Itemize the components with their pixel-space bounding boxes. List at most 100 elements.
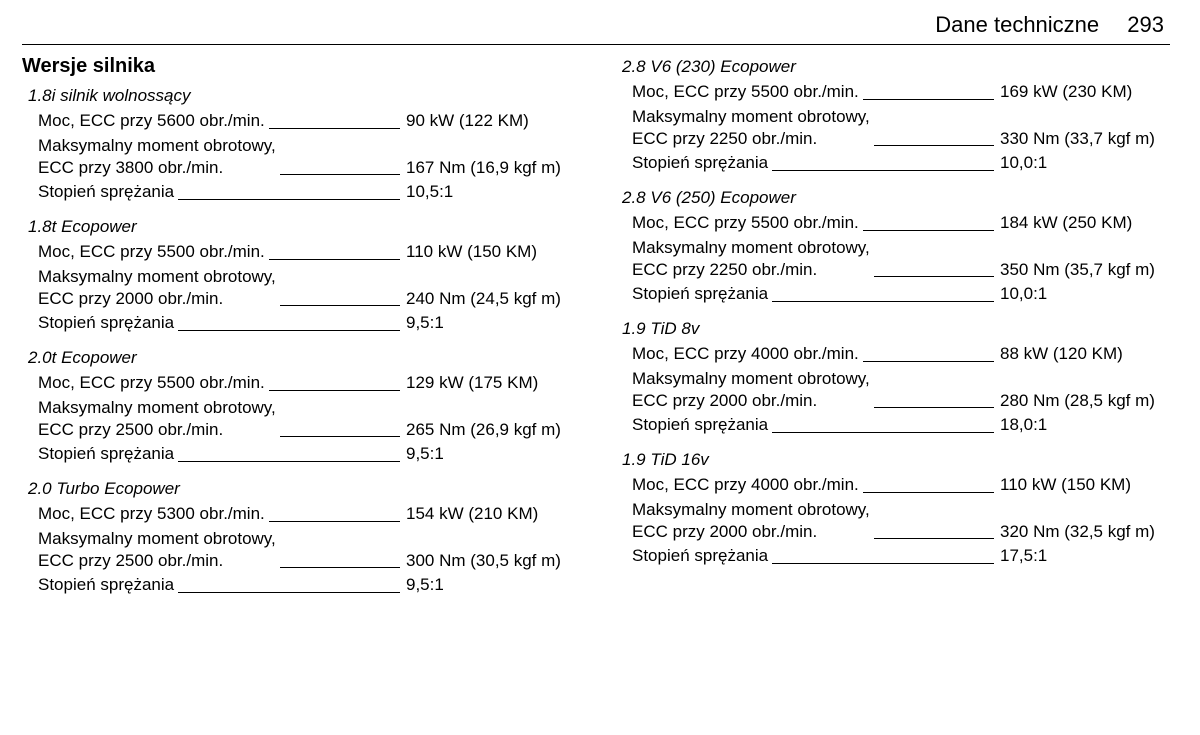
page: Dane techniczne 293 Wersje silnika 1.8i … (0, 0, 1200, 735)
fill-line (280, 567, 400, 568)
spec-label: Moc, ECC przy 5500 obr./min. (632, 81, 859, 103)
spec-row: Maksymalny moment obrotowy, ECC przy 200… (38, 266, 576, 310)
spec-row: Stopień sprężania 17,5:1 (632, 545, 1170, 567)
engine-title: 2.8 V6 (230) Ecopower (622, 57, 1170, 77)
spec-row: Stopień sprężania 9,5:1 (38, 443, 576, 465)
spec-label-line2: ECC przy 2000 obr./min. (632, 522, 817, 541)
spec-row: Maksymalny moment obrotowy, ECC przy 225… (632, 106, 1170, 150)
spec-label: Stopień sprężania (38, 443, 174, 465)
spec-label: Moc, ECC przy 5600 obr./min. (38, 110, 265, 132)
spec-label: Stopień sprężania (38, 574, 174, 596)
fill-line (863, 230, 994, 231)
spec-label-line1: Maksymalny moment obrotowy, (632, 238, 870, 257)
spec-label: Moc, ECC przy 5500 obr./min. (632, 212, 859, 234)
spec-row: Moc, ECC przy 5600 obr./min. 90 kW (122 … (38, 110, 576, 132)
spec-value: 90 kW (122 KM) (406, 110, 576, 132)
spec-row: Moc, ECC przy 5500 obr./min. 129 kW (175… (38, 372, 576, 394)
spec-label: Stopień sprężania (38, 181, 174, 203)
spec-value: 169 kW (230 KM) (1000, 81, 1170, 103)
spec-row: Stopień sprężania 18,0:1 (632, 414, 1170, 436)
header-title: Dane techniczne (935, 12, 1099, 37)
spec-value: 154 kW (210 KM) (406, 503, 576, 525)
engine-title: 1.8i silnik wolnossący (28, 86, 576, 106)
fill-line (863, 492, 994, 493)
spec-value: 330 Nm (33,7 kgf m) (1000, 128, 1170, 150)
spec-label: Moc, ECC przy 5300 obr./min. (38, 503, 265, 525)
engine-block: 2.0 Turbo Ecopower Moc, ECC przy 5300 ob… (22, 479, 576, 596)
section-heading: Wersje silnika (22, 55, 576, 78)
spec-label: Maksymalny moment obrotowy, ECC przy 225… (632, 106, 870, 150)
fill-line (178, 199, 400, 200)
spec-row: Stopień sprężania 9,5:1 (38, 312, 576, 334)
spec-value: 17,5:1 (1000, 545, 1170, 567)
spec-label: Stopień sprężania (632, 414, 768, 436)
spec-value: 110 kW (150 KM) (406, 241, 576, 263)
spec-row: Maksymalny moment obrotowy, ECC przy 380… (38, 135, 576, 179)
content-columns: Wersje silnika 1.8i silnik wolnossący Mo… (22, 53, 1170, 610)
fill-line (772, 432, 994, 433)
spec-row: Maksymalny moment obrotowy, ECC przy 250… (38, 528, 576, 572)
spec-label: Stopień sprężania (632, 545, 768, 567)
spec-label-line1: Maksymalny moment obrotowy, (632, 500, 870, 519)
spec-label-line2: ECC przy 3800 obr./min. (38, 158, 223, 177)
spec-label: Moc, ECC przy 4000 obr./min. (632, 474, 859, 496)
fill-line (178, 330, 400, 331)
spec-label: Stopień sprężania (632, 283, 768, 305)
spec-label: Maksymalny moment obrotowy, ECC przy 250… (38, 397, 276, 441)
fill-line (269, 390, 400, 391)
fill-line (269, 259, 400, 260)
engine-block: 2.0t Ecopower Moc, ECC przy 5500 obr./mi… (22, 348, 576, 465)
spec-row: Stopień sprężania 10,0:1 (632, 283, 1170, 305)
spec-value: 9,5:1 (406, 443, 576, 465)
engine-block: 2.8 V6 (230) Ecopower Moc, ECC przy 5500… (616, 57, 1170, 174)
spec-value: 9,5:1 (406, 312, 576, 334)
spec-value: 320 Nm (32,5 kgf m) (1000, 521, 1170, 543)
spec-label-line2: ECC przy 2500 obr./min. (38, 551, 223, 570)
spec-value: 280 Nm (28,5 kgf m) (1000, 390, 1170, 412)
engine-title: 1.9 TiD 16v (622, 450, 1170, 470)
right-column: 2.8 V6 (230) Ecopower Moc, ECC przy 5500… (616, 53, 1170, 610)
spec-value: 265 Nm (26,9 kgf m) (406, 419, 576, 441)
spec-label-line2: ECC przy 2250 obr./min. (632, 129, 817, 148)
spec-row: Moc, ECC przy 5300 obr./min. 154 kW (210… (38, 503, 576, 525)
spec-row: Moc, ECC przy 5500 obr./min. 110 kW (150… (38, 241, 576, 263)
spec-row: Moc, ECC przy 5500 obr./min. 184 kW (250… (632, 212, 1170, 234)
spec-label-line1: Maksymalny moment obrotowy, (38, 398, 276, 417)
spec-label-line1: Maksymalny moment obrotowy, (632, 107, 870, 126)
spec-row: Moc, ECC przy 5500 obr./min. 169 kW (230… (632, 81, 1170, 103)
engine-title: 2.0t Ecopower (28, 348, 576, 368)
spec-label: Maksymalny moment obrotowy, ECC przy 225… (632, 237, 870, 281)
spec-value: 300 Nm (30,5 kgf m) (406, 550, 576, 572)
spec-row: Maksymalny moment obrotowy, ECC przy 250… (38, 397, 576, 441)
fill-line (178, 461, 400, 462)
spec-value: 10,0:1 (1000, 152, 1170, 174)
spec-label-line1: Maksymalny moment obrotowy, (38, 529, 276, 548)
spec-value: 88 kW (120 KM) (1000, 343, 1170, 365)
fill-line (863, 361, 994, 362)
engine-block: 1.9 TiD 8v Moc, ECC przy 4000 obr./min. … (616, 319, 1170, 436)
spec-value: 10,0:1 (1000, 283, 1170, 305)
fill-line (269, 521, 400, 522)
spec-row: Moc, ECC przy 4000 obr./min. 88 kW (120 … (632, 343, 1170, 365)
spec-row: Stopień sprężania 9,5:1 (38, 574, 576, 596)
fill-line (269, 128, 400, 129)
spec-value: 18,0:1 (1000, 414, 1170, 436)
spec-row: Maksymalny moment obrotowy, ECC przy 225… (632, 237, 1170, 281)
spec-label: Moc, ECC przy 5500 obr./min. (38, 372, 265, 394)
spec-label: Maksymalny moment obrotowy, ECC przy 200… (38, 266, 276, 310)
page-header: Dane techniczne 293 (22, 12, 1170, 45)
spec-label: Maksymalny moment obrotowy, ECC przy 200… (632, 499, 870, 543)
engine-block: 1.9 TiD 16v Moc, ECC przy 4000 obr./min.… (616, 450, 1170, 567)
spec-value: 10,5:1 (406, 181, 576, 203)
engine-title: 2.8 V6 (250) Ecopower (622, 188, 1170, 208)
spec-label: Maksymalny moment obrotowy, ECC przy 380… (38, 135, 276, 179)
fill-line (874, 276, 994, 277)
spec-value: 240 Nm (24,5 kgf m) (406, 288, 576, 310)
spec-label: Moc, ECC przy 5500 obr./min. (38, 241, 265, 263)
fill-line (772, 170, 994, 171)
spec-label: Maksymalny moment obrotowy, ECC przy 200… (632, 368, 870, 412)
spec-value: 9,5:1 (406, 574, 576, 596)
engine-title: 2.0 Turbo Ecopower (28, 479, 576, 499)
spec-value: 167 Nm (16,9 kgf m) (406, 157, 576, 179)
spec-label-line2: ECC przy 2250 obr./min. (632, 260, 817, 279)
